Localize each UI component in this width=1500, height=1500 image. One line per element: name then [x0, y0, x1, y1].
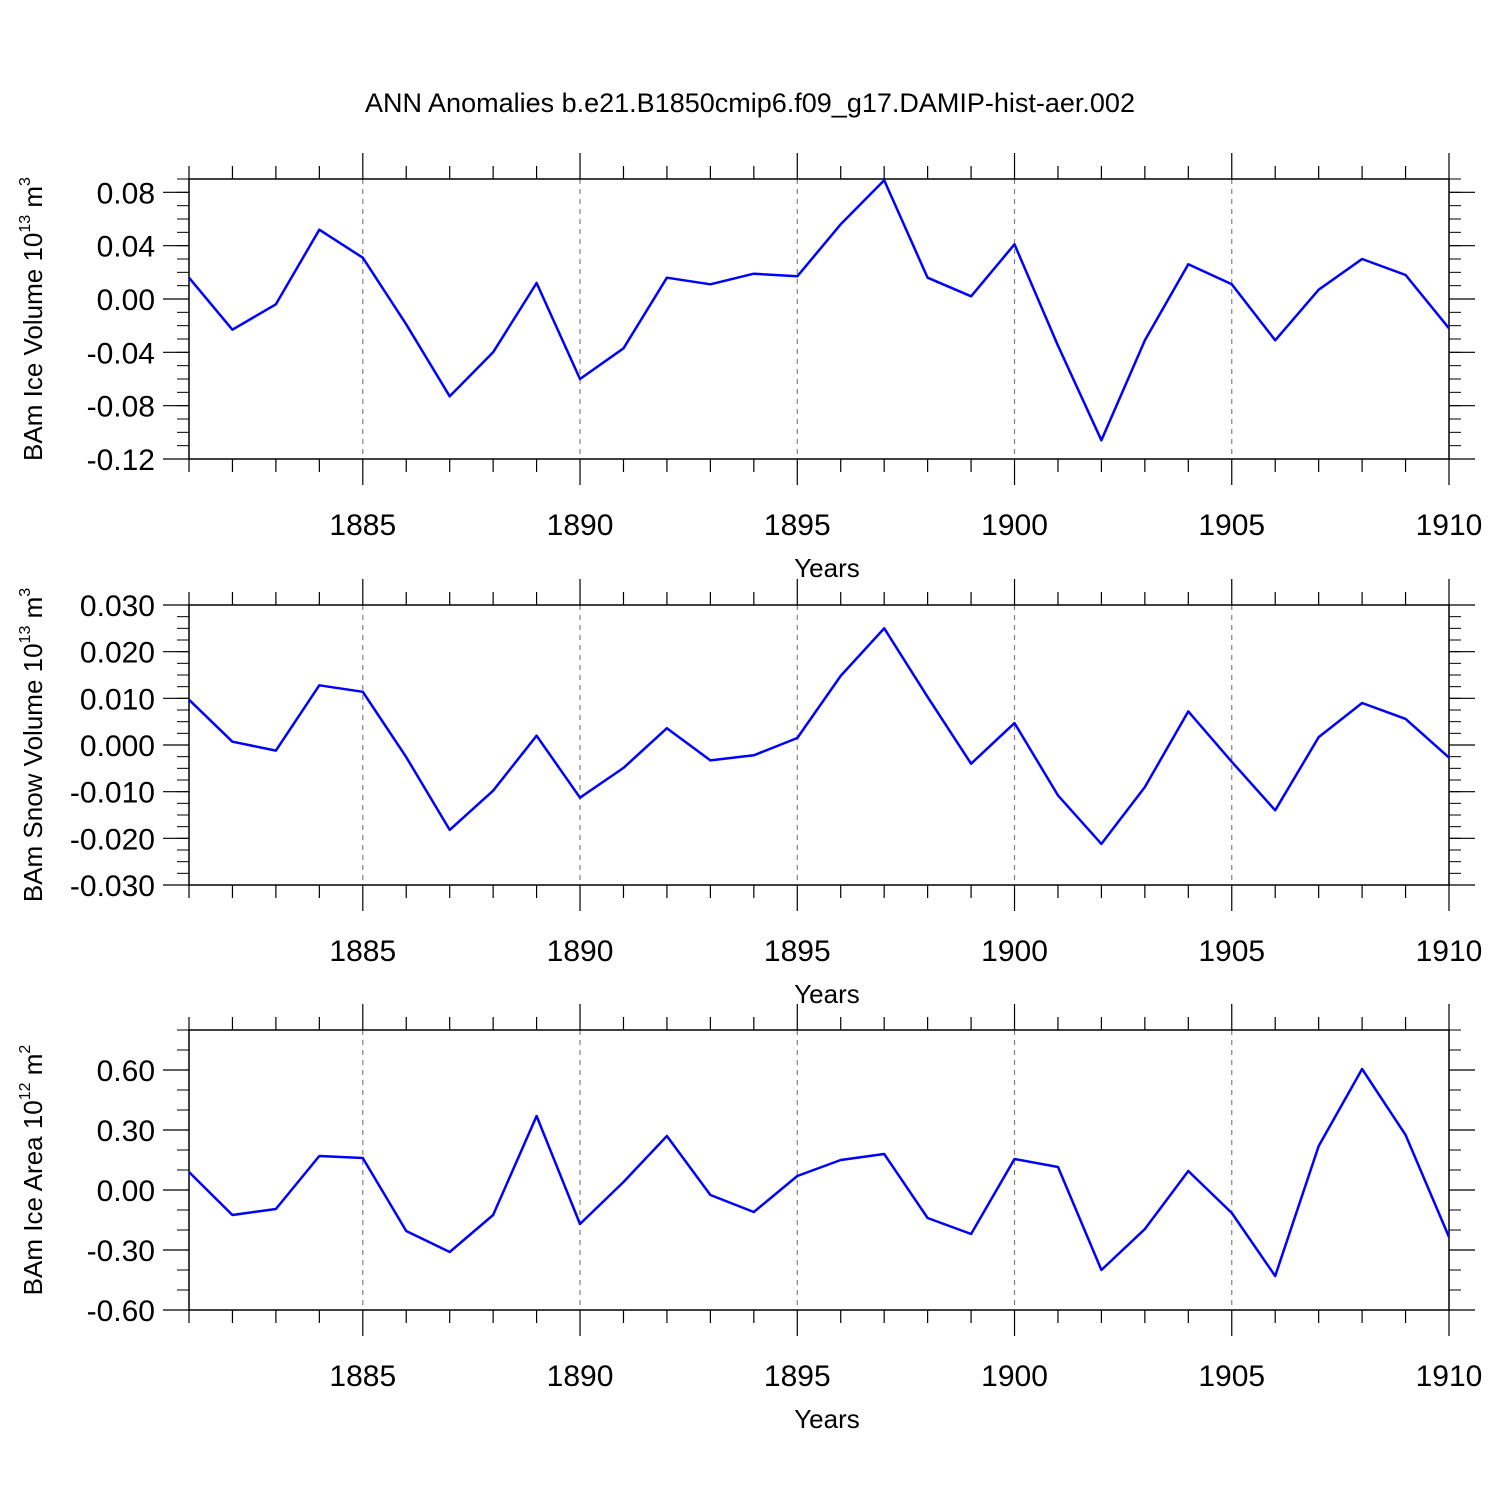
y-tick-label: -0.020	[70, 823, 155, 856]
y-axis-label: BAm Snow Volume 1013 m3	[17, 588, 48, 902]
y-tick-label: 0.000	[80, 730, 155, 763]
y-axis-label: BAm Ice Area 1012 m2	[17, 1045, 48, 1296]
y-tick-label: -0.30	[87, 1235, 155, 1268]
x-tick-label: 1910	[1416, 509, 1483, 542]
figure-title: ANN Anomalies b.e21.B1850cmip6.f09_g17.D…	[365, 88, 1135, 118]
plot-frame	[188, 178, 1450, 460]
series-line	[188, 1067, 1451, 1278]
x-tick-label: 1890	[547, 935, 614, 968]
y-tick-label: 0.08	[97, 177, 155, 210]
series-line	[188, 179, 1450, 442]
y-axis-label: BAm Ice Volume 1013 m3	[17, 177, 48, 461]
x-tick-label: 1905	[1198, 935, 1265, 968]
panel-1: -0.12 -0.08 -0.04 0.00 0.04 0.08 1885 1890 1895 1…	[17, 153, 1482, 583]
x-tick-label: 1885	[329, 509, 396, 542]
x-tick-label: 1910	[1416, 935, 1483, 968]
x-tick-label: 1910	[1416, 1360, 1483, 1393]
x-axis-label: Years	[794, 1404, 860, 1434]
y-tick-label: 0.04	[97, 231, 155, 264]
x-tick-label: 1885	[329, 935, 396, 968]
y-tick-label: 0.020	[80, 637, 155, 670]
y-tick-label: -0.030	[70, 870, 155, 903]
x-tick-label: 1900	[981, 935, 1048, 968]
y-tick-label: -0.60	[87, 1295, 155, 1328]
x-tick-label: 1900	[981, 1360, 1048, 1393]
x-tick-label: 1900	[981, 509, 1048, 542]
y-tick-label: -0.04	[87, 337, 155, 370]
x-tick-label: 1885	[329, 1360, 396, 1393]
x-axis-label: Years	[794, 979, 860, 1009]
x-tick-label: 1905	[1198, 1360, 1265, 1393]
y-tick-label: 0.00	[97, 1175, 155, 1208]
x-tick-label: 1895	[764, 1360, 831, 1393]
x-axis-label: Years	[794, 553, 860, 583]
y-tick-label: -0.010	[70, 777, 155, 810]
y-tick-label: 0.30	[97, 1115, 155, 1148]
panel-2: -0.030 -0.020 -0.010 0.000 0.010 0.020 0.030 18…	[17, 579, 1482, 1009]
y-tick-label: 0.030	[80, 590, 155, 623]
x-tick-label: 1895	[764, 509, 831, 542]
y-tick-label: -0.08	[87, 391, 155, 424]
x-tick-label: 1905	[1198, 509, 1265, 542]
plot-frame	[188, 1029, 1450, 1311]
y-tick-label: 0.010	[80, 683, 155, 716]
panel-3: -0.60 -0.30 0.00 0.30 0.60 1885 1890 1895 1900 19…	[17, 1004, 1482, 1434]
x-tick-label: 1895	[764, 935, 831, 968]
plot-frame	[188, 604, 1450, 886]
x-tick-label: 1890	[547, 1360, 614, 1393]
y-tick-label: 0.60	[97, 1055, 155, 1088]
y-tick-label: 0.00	[97, 284, 155, 317]
y-tick-label: -0.12	[87, 444, 155, 477]
series-line	[188, 627, 1450, 846]
x-tick-label: 1890	[547, 509, 614, 542]
